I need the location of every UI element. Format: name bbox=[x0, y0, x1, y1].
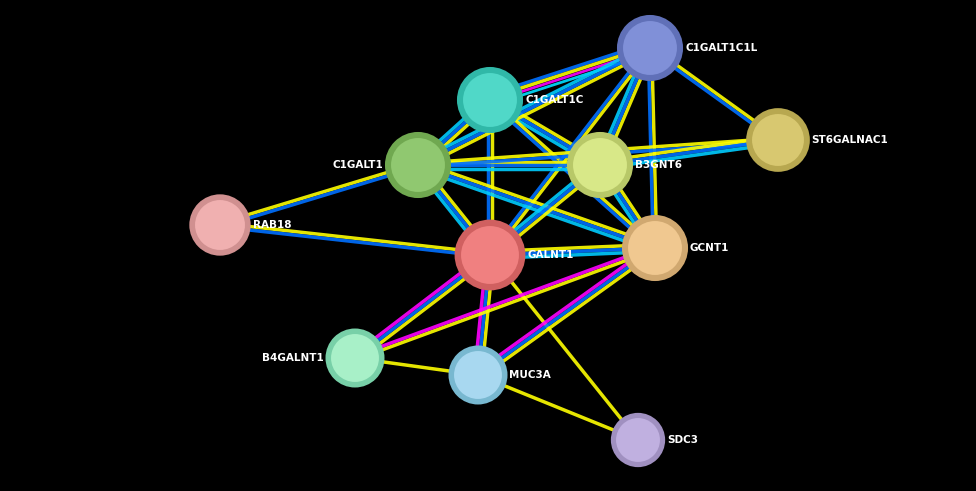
Circle shape bbox=[189, 194, 251, 256]
Circle shape bbox=[622, 215, 688, 281]
Circle shape bbox=[449, 346, 508, 405]
Text: C1GALT1C: C1GALT1C bbox=[525, 95, 584, 105]
Circle shape bbox=[627, 220, 683, 276]
Circle shape bbox=[617, 15, 683, 81]
Circle shape bbox=[330, 333, 380, 383]
Text: MUC3A: MUC3A bbox=[509, 370, 551, 380]
Circle shape bbox=[390, 137, 446, 193]
Text: SDC3: SDC3 bbox=[667, 435, 698, 445]
Text: B4GALNT1: B4GALNT1 bbox=[262, 353, 324, 363]
Circle shape bbox=[460, 225, 520, 285]
Circle shape bbox=[622, 20, 678, 76]
Circle shape bbox=[453, 350, 503, 400]
Circle shape bbox=[615, 417, 661, 463]
Circle shape bbox=[326, 328, 385, 387]
Circle shape bbox=[746, 108, 810, 172]
Circle shape bbox=[385, 132, 451, 198]
Text: B3GNT6: B3GNT6 bbox=[635, 160, 682, 170]
Text: RAB18: RAB18 bbox=[253, 220, 291, 230]
Text: C1GALT1C1L: C1GALT1C1L bbox=[685, 43, 757, 53]
Circle shape bbox=[751, 113, 805, 167]
Circle shape bbox=[457, 67, 523, 133]
Circle shape bbox=[567, 132, 633, 198]
Circle shape bbox=[572, 137, 628, 193]
Text: GALNT1: GALNT1 bbox=[527, 250, 574, 260]
Text: GCNT1: GCNT1 bbox=[690, 243, 729, 253]
Circle shape bbox=[194, 199, 246, 251]
Circle shape bbox=[611, 413, 665, 467]
Circle shape bbox=[455, 219, 525, 290]
Circle shape bbox=[462, 72, 518, 128]
Text: C1GALT1: C1GALT1 bbox=[332, 160, 383, 170]
Text: ST6GALNAC1: ST6GALNAC1 bbox=[812, 135, 888, 145]
